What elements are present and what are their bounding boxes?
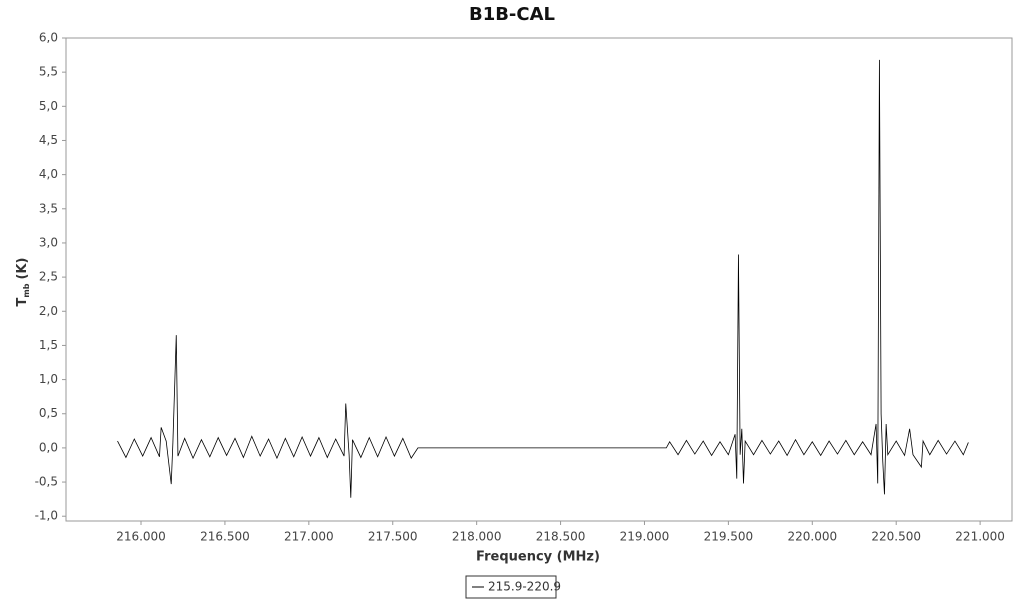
x-tick-label: 220.000: [787, 530, 837, 544]
x-tick-label: 220.500: [871, 530, 921, 544]
y-tick-label: 0,0: [39, 440, 58, 454]
y-axis-title-sub: mb: [22, 283, 31, 297]
x-tick-label: 218.000: [452, 530, 502, 544]
y-tick-label: 5,5: [39, 65, 58, 79]
y-tick-label: 6,0: [39, 31, 58, 45]
y-tick-label: -0,5: [35, 475, 58, 489]
y-tick-label: 3,5: [39, 201, 58, 215]
x-tick-label: 217.500: [368, 530, 418, 544]
y-tick-label: 0,5: [39, 406, 58, 420]
y-axis-title: Tmb (K): [15, 258, 31, 307]
x-axis-title: Frequency (MHz): [476, 550, 600, 565]
y-tick-label: 4,5: [39, 133, 58, 147]
y-tick-label: 3,0: [39, 235, 58, 249]
y-tick-label: 1,5: [39, 338, 58, 352]
legend: 215.9-220.9: [465, 575, 561, 599]
y-tick-label: 4,0: [39, 167, 58, 181]
y-tick-label: 1,0: [39, 372, 58, 386]
y-tick-label: 5,0: [39, 99, 58, 113]
legend-label: 215.9-220.9: [488, 580, 561, 594]
x-tick-label: 216.000: [116, 530, 166, 544]
x-tick-label: 216.500: [200, 530, 250, 544]
y-tick-label: 2,0: [39, 304, 58, 318]
x-tick-label: 217.000: [284, 530, 334, 544]
x-tick-label: 219.000: [620, 530, 670, 544]
legend-box: [465, 575, 557, 599]
x-tick-label: 221.000: [955, 530, 1005, 544]
spectrum-line: [117, 59, 969, 498]
plot-frame: [65, 37, 1013, 522]
y-tick-label: -1,0: [35, 509, 58, 523]
y-axis-title-unit: (K): [15, 258, 30, 280]
x-tick-label: 219.500: [704, 530, 754, 544]
chart-title: B1B-CAL: [469, 4, 555, 25]
y-tick-label: 2,5: [39, 270, 58, 284]
y-axis-title-main: T: [15, 297, 30, 306]
x-tick-label: 218.500: [536, 530, 586, 544]
